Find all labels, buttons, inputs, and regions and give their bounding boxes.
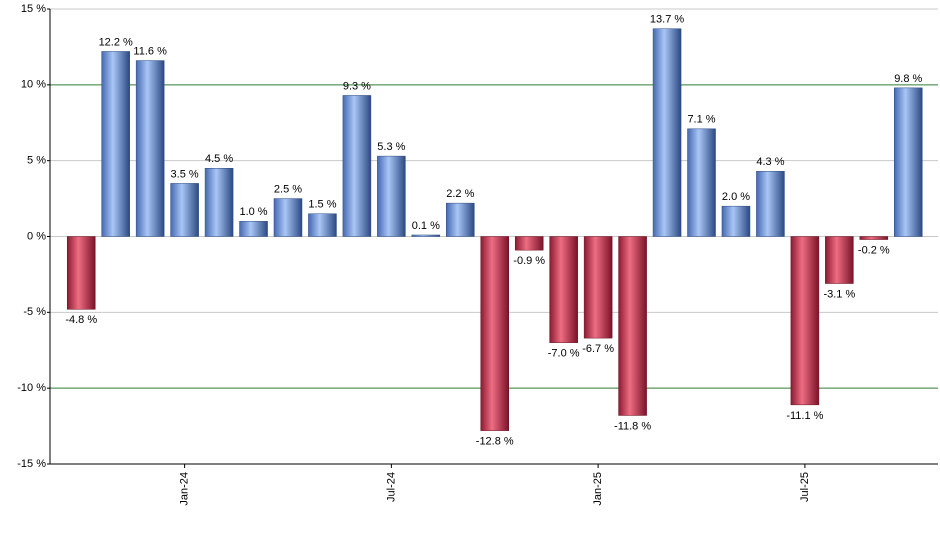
bar	[618, 236, 647, 416]
bar	[101, 51, 130, 237]
y-tick-label: -5 %	[23, 306, 46, 318]
bar	[721, 205, 751, 237]
data-label: 4.3 %	[756, 156, 784, 168]
bar	[894, 87, 923, 237]
bar	[342, 95, 372, 237]
data-label: 4.5 %	[205, 153, 233, 165]
bar	[204, 168, 234, 237]
data-label: 5.3 %	[377, 141, 405, 153]
data-label: -6.7 %	[582, 343, 614, 355]
data-label: 7.1 %	[687, 114, 715, 126]
bar	[583, 236, 613, 339]
data-label: -0.2 %	[858, 244, 890, 256]
data-label: -12.8 %	[476, 436, 514, 448]
x-tick-label: Jan-25	[592, 472, 604, 506]
bar	[170, 183, 199, 237]
data-label: 0.1 %	[412, 220, 440, 232]
bar	[549, 236, 578, 343]
data-label: -4.8 %	[65, 314, 97, 326]
bar	[859, 236, 889, 240]
y-tick-label: 15 %	[21, 3, 46, 15]
x-tick-label: Jul-25	[799, 472, 811, 502]
bar	[377, 155, 406, 237]
bar	[825, 236, 854, 284]
bar	[66, 236, 96, 310]
bar	[790, 236, 820, 406]
x-tick-label: Jan-24	[179, 472, 191, 506]
data-label: 1.5 %	[308, 199, 336, 211]
y-tick-label: -10 %	[17, 382, 46, 394]
bar	[135, 60, 165, 237]
bar	[652, 28, 682, 237]
data-label: -11.8 %	[614, 420, 651, 432]
x-tick-label: Jul-24	[385, 472, 397, 502]
data-label: -0.9 %	[513, 255, 545, 267]
data-label: -11.1 %	[786, 410, 823, 422]
data-label: 3.5 %	[171, 168, 199, 180]
bar	[514, 236, 544, 251]
bar	[273, 198, 303, 237]
data-label: 1.0 %	[239, 206, 267, 218]
data-label: 12.2 %	[99, 36, 133, 48]
data-label: -3.1 %	[823, 288, 855, 300]
data-label: 13.7 %	[650, 14, 684, 26]
data-label: 2.2 %	[446, 188, 474, 200]
bar	[446, 202, 475, 237]
bar	[687, 128, 716, 237]
bar	[411, 234, 441, 237]
data-label: 2.5 %	[274, 183, 302, 195]
data-label: 9.3 %	[343, 80, 371, 92]
data-label: -7.0 %	[548, 348, 580, 360]
y-tick-label: 0 %	[27, 230, 46, 242]
y-tick-label: 10 %	[21, 79, 46, 91]
bar	[480, 236, 509, 431]
bar	[239, 221, 268, 237]
data-label: 2.0 %	[722, 191, 750, 203]
data-label: 9.8 %	[894, 73, 922, 85]
y-tick-label: 5 %	[27, 155, 46, 167]
bar	[308, 213, 337, 237]
data-label: 11.6 %	[133, 45, 167, 57]
y-tick-label: -15 %	[17, 458, 46, 470]
bar	[756, 171, 785, 237]
